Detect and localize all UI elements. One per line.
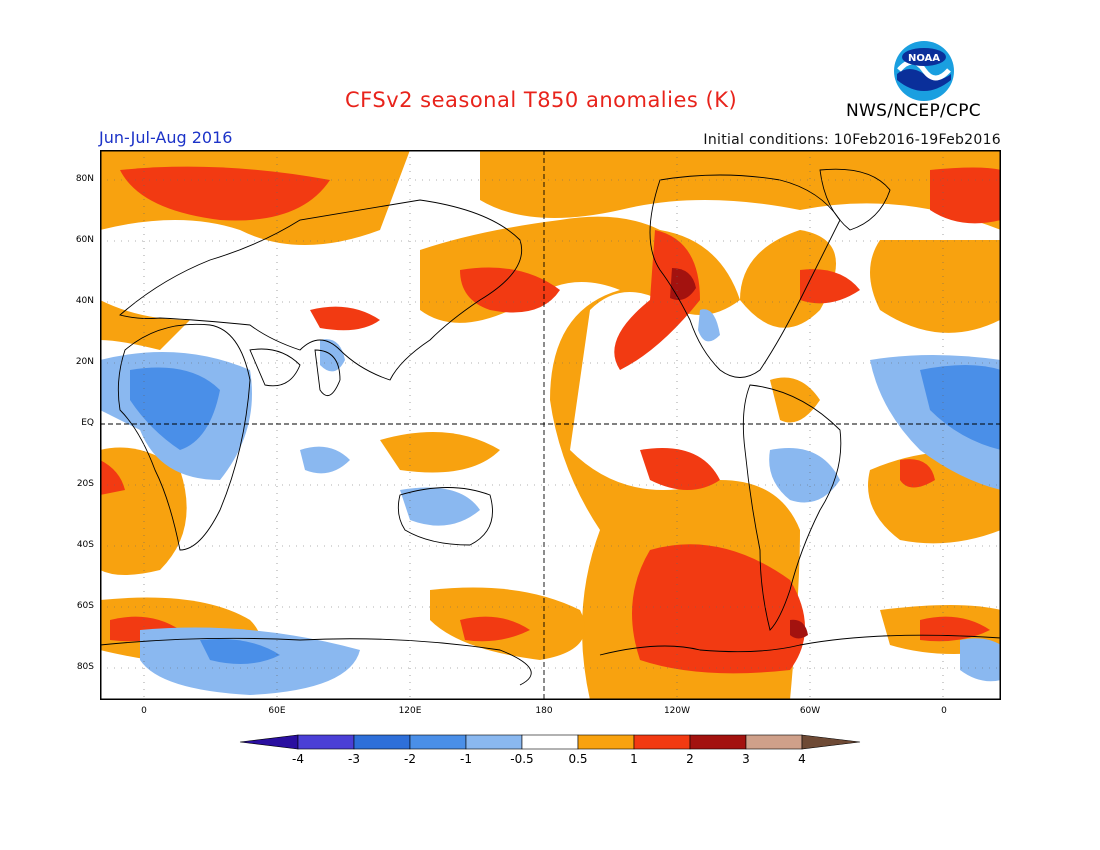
lat-label: 40S xyxy=(76,540,94,550)
lon-label: 180 xyxy=(535,706,553,716)
grid-lines xyxy=(100,150,1001,700)
legend-label: -2 xyxy=(404,752,416,766)
legend-label: -1 xyxy=(460,752,472,766)
lon-label: 60W xyxy=(799,706,821,716)
lat-label: 60N xyxy=(75,235,94,245)
legend-swatch xyxy=(353,734,411,750)
lon-label: 60E xyxy=(268,706,286,716)
legend-label: -4 xyxy=(292,752,304,766)
legend-swatch xyxy=(521,734,579,750)
legend-swatch xyxy=(801,734,861,750)
lat-label: 80S xyxy=(76,662,94,672)
lon-label: 120W xyxy=(663,706,691,716)
agency-label: NWS/NCEP/CPC xyxy=(846,101,981,121)
legend-swatch xyxy=(465,734,523,750)
legend-label: 1 xyxy=(630,752,638,766)
reference-lines xyxy=(100,150,1001,700)
legend-label: -0.5 xyxy=(510,752,534,766)
coastlines xyxy=(100,168,1001,686)
legend-label: 0.5 xyxy=(568,752,588,766)
legend-swatch xyxy=(689,734,747,750)
map-title: CFSv2 seasonal T850 anomalies (K) xyxy=(345,88,738,112)
legend-label: 3 xyxy=(742,752,750,766)
svg-text:NOAA: NOAA xyxy=(908,53,940,64)
legend-swatch xyxy=(577,734,635,750)
legend-swatch xyxy=(409,734,467,750)
lat-label: 20S xyxy=(76,479,94,489)
legend-label: 2 xyxy=(686,752,694,766)
legend-label: -3 xyxy=(348,752,360,766)
lat-label: 40N xyxy=(75,296,94,306)
map-frame xyxy=(100,150,1001,700)
lon-label: 0 xyxy=(141,706,147,716)
legend-swatch xyxy=(745,734,803,750)
legend-swatch xyxy=(633,734,691,750)
legend-swatch xyxy=(297,734,355,750)
lon-label: 120E xyxy=(398,706,422,716)
color-legend xyxy=(239,734,861,750)
noaa-logo-icon: NOAA xyxy=(894,41,954,101)
anomaly-map xyxy=(100,150,1001,700)
lat-label: 20N xyxy=(75,357,94,367)
lat-label: 80N xyxy=(75,174,94,184)
forecast-period: Jun-Jul-Aug 2016 xyxy=(99,128,233,147)
legend-label: 4 xyxy=(798,752,806,766)
initial-conditions: Initial conditions: 10Feb2016-19Feb2016 xyxy=(703,132,1001,148)
anomaly-shading xyxy=(100,150,1001,700)
lat-label: EQ xyxy=(81,418,94,428)
lon-label: 0 xyxy=(941,706,947,716)
lat-label: 60S xyxy=(76,601,94,611)
legend-swatch xyxy=(239,734,299,750)
